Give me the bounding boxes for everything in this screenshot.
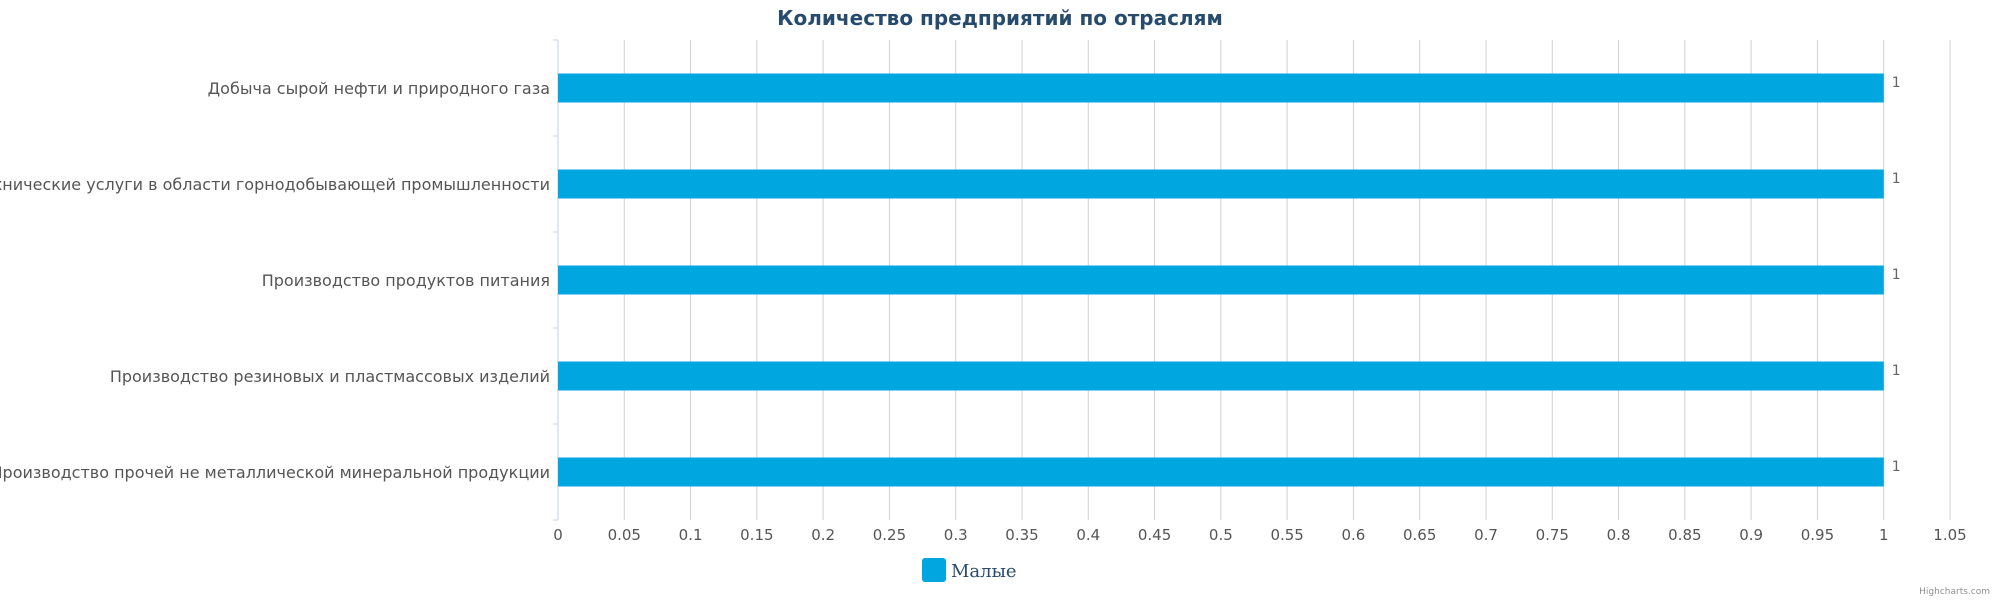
x-tick-label: 0.95 — [1801, 526, 1834, 544]
data-label: 1 — [1892, 363, 1901, 379]
x-tick-label: 0.45 — [1138, 526, 1171, 544]
x-tick-label: 0.65 — [1403, 526, 1436, 544]
bar[interactable] — [558, 169, 1884, 199]
x-tick-label: 0.55 — [1270, 526, 1303, 544]
bar[interactable] — [558, 265, 1884, 295]
x-tick-label: 0.6 — [1341, 526, 1365, 544]
bar[interactable] — [558, 457, 1884, 487]
x-tick-label: 0.35 — [1005, 526, 1038, 544]
x-tick-label: 0.05 — [608, 526, 641, 544]
category-axis: Добыча сырой нефти и природного газа Техн… — [0, 39, 559, 521]
bar[interactable] — [558, 361, 1884, 391]
category-label: Производство прочей не металлической мин… — [0, 463, 550, 482]
x-tick-label: 0.7 — [1474, 526, 1498, 544]
legend-label[interactable]: Малые — [951, 561, 1017, 582]
legend[interactable]: Малые — [922, 558, 1017, 582]
x-tick-label: 0.4 — [1076, 526, 1100, 544]
credits-link[interactable]: Highcharts.com — [1919, 587, 1990, 597]
x-tick-label: 0.5 — [1209, 526, 1233, 544]
data-label: 1 — [1892, 171, 1901, 187]
x-tick-label: 0.3 — [944, 526, 968, 544]
x-tick-label: 0.8 — [1607, 526, 1631, 544]
x-tick-label: 0.75 — [1536, 526, 1569, 544]
x-tick-label: 1.05 — [1933, 526, 1966, 544]
category-label: Производство резиновых и пластмассовых и… — [110, 367, 550, 386]
data-label: 1 — [1892, 267, 1901, 283]
x-tick-label: 0.1 — [679, 526, 703, 544]
x-tick-label: 0.85 — [1668, 526, 1701, 544]
category-label: Технические услуги в области горнодобыва… — [0, 175, 550, 194]
data-label: 1 — [1892, 459, 1901, 475]
bar[interactable] — [558, 73, 1884, 103]
chart-title: Количество предприятий по отраслям — [777, 6, 1223, 30]
bar-series: 1 1 1 1 1 — [558, 73, 1901, 487]
category-label: Добыча сырой нефти и природного газа — [208, 79, 550, 98]
data-label: 1 — [1892, 75, 1901, 91]
x-tick-label: 0 — [553, 526, 563, 544]
category-label: Производство продуктов питания — [262, 271, 550, 290]
x-tick-label: 0.25 — [873, 526, 906, 544]
x-tick-label: 0.2 — [811, 526, 835, 544]
value-axis: 0 0.05 0.1 0.15 0.2 0.25 0.3 0.35 0.4 0.45 0.5 0.55… — [553, 526, 1966, 544]
x-tick-label: 0.15 — [740, 526, 773, 544]
x-tick-label: 1 — [1879, 526, 1889, 544]
x-tick-label: 0.9 — [1739, 526, 1763, 544]
legend-swatch[interactable] — [922, 558, 946, 582]
